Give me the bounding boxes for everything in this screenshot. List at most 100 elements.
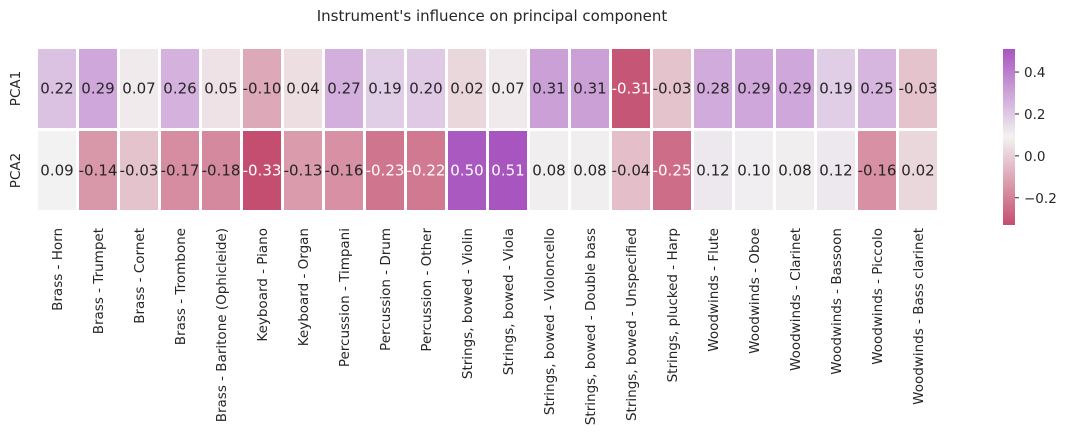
heatmap-cell [448, 131, 486, 210]
column-tick-label: Percussion - Timpani [337, 228, 353, 367]
cell-value-label: 0.09 [40, 162, 73, 180]
cell-value-label: 0.08 [573, 162, 606, 180]
column-tick-label: Brass - Horn [50, 228, 66, 311]
heatmap-cell [243, 49, 281, 128]
heatmap-cell [366, 131, 404, 210]
heatmap-cell [120, 131, 158, 210]
colorbar: −0.2 0.0 0.2 0.4 [1003, 49, 1057, 225]
heatmap-cell [530, 49, 568, 128]
heatmap-cell [653, 49, 691, 128]
heatmap-cell [38, 131, 76, 210]
colorbar-tick-label: 0.0 [1024, 149, 1045, 165]
cell-value-label: 0.08 [532, 162, 565, 180]
cell-value-label: -0.03 [653, 80, 692, 98]
column-tick-label: Percussion - Drum [378, 228, 394, 351]
heatmap-cell [120, 49, 158, 128]
cell-value-label: 0.28 [696, 80, 729, 98]
heatmap-cell [38, 49, 76, 128]
column-tick-label: Brass - Baritone (Ophicleide) [214, 228, 230, 422]
cell-value-label: 0.27 [327, 80, 360, 98]
heatmap-cell [161, 131, 199, 210]
column-tick-label: Strings, bowed - Violoncello [542, 228, 558, 415]
heatmap-cell [284, 49, 322, 128]
cell-value-label: 0.05 [204, 80, 237, 98]
column-tick-label: Percussion - Other [419, 228, 435, 352]
column-tick-label: Strings, plucked - Harp [665, 228, 681, 382]
heatmap-cell [858, 49, 896, 128]
heatmap-cell [284, 131, 322, 210]
cell-value-label: -0.16 [325, 162, 364, 180]
heatmap-cell [489, 131, 527, 210]
row-tick-labels: PCA1 PCA2 [8, 71, 24, 188]
cell-value-label: 0.50 [450, 162, 483, 180]
cell-value-label: 0.07 [491, 80, 524, 98]
cell-value-label: 0.12 [819, 162, 852, 180]
cell-value-label: 0.02 [450, 80, 483, 98]
heatmap-cell [79, 49, 117, 128]
cell-value-label: 0.19 [368, 80, 401, 98]
chart-title: Instrument's influence on principal comp… [317, 7, 668, 25]
heatmap-cell [694, 49, 732, 128]
colorbar-tick-label: 0.4 [1024, 65, 1045, 81]
column-tick-label: Strings, bowed - Violin [460, 228, 476, 379]
cell-value-label: 0.20 [409, 80, 442, 98]
cell-value-label: 0.12 [696, 162, 729, 180]
column-tick-label: Woodwinds - Bass clarinet [911, 228, 927, 405]
column-tick-label: Strings, bowed - Double bass [583, 228, 599, 425]
cell-value-label: 0.29 [737, 80, 770, 98]
cell-value-label: 0.31 [573, 80, 606, 98]
heatmap-cell [899, 131, 937, 210]
cell-value-label: 0.29 [81, 80, 114, 98]
cell-value-label: 0.29 [778, 80, 811, 98]
heatmap-cell [694, 131, 732, 210]
column-tick-label: Woodwinds - Piccolo [870, 228, 886, 365]
column-tick-label: Strings, bowed - Unspecified [624, 228, 640, 421]
column-tick-label: Woodwinds - Oboe [747, 228, 763, 354]
cell-value-label: -0.10 [243, 80, 282, 98]
colorbar-tick-label: 0.2 [1024, 107, 1045, 123]
colorbar-tick-label: −0.2 [1024, 191, 1057, 207]
cell-value-label: -0.31 [612, 80, 651, 98]
cell-value-label: 0.10 [737, 162, 770, 180]
heatmap-cell [407, 49, 445, 128]
column-tick-labels: Brass - Horn Brass - Trumpet Brass - Corne… [50, 228, 927, 426]
heatmap-cell [571, 49, 609, 128]
row-tick-label: PCA1 [8, 71, 24, 106]
heatmap-cell [735, 131, 773, 210]
heatmap-cell [243, 131, 281, 210]
heatmap-cell [366, 49, 404, 128]
column-tick-label: Woodwinds - Clarinet [788, 228, 804, 371]
cell-value-label: -0.22 [407, 162, 446, 180]
heatmap-cell [530, 131, 568, 210]
heatmap-cell [448, 49, 486, 128]
cell-value-label: -0.16 [858, 162, 897, 180]
column-tick-label: Woodwinds - Bassoon [829, 228, 845, 375]
cell-value-label: 0.02 [901, 162, 934, 180]
column-tick-label: Brass - Cornet [132, 228, 148, 324]
cell-value-label: 0.26 [163, 80, 196, 98]
heatmap-cell [612, 131, 650, 210]
column-tick-label: Keyboard - Organ [296, 228, 312, 346]
heatmap-cell [735, 49, 773, 128]
cell-value-label: -0.25 [653, 162, 692, 180]
heatmap-cell [489, 49, 527, 128]
cell-value-label: -0.18 [202, 162, 241, 180]
heatmap-cell [776, 49, 814, 128]
heatmap-cell [161, 49, 199, 128]
heatmap-cell [858, 131, 896, 210]
heatmap-cell [79, 131, 117, 210]
heatmap-cell [612, 49, 650, 128]
heatmap-cell [571, 131, 609, 210]
heatmap-cells: 0.22 0.29 0.07 0.26 0.05 -0.10 0.04 0.27 0.19 0.2… [38, 49, 937, 210]
cell-value-label: -0.17 [161, 162, 200, 180]
cell-value-label: -0.03 [120, 162, 159, 180]
heatmap-cell [325, 131, 363, 210]
cell-value-label: 0.19 [819, 80, 852, 98]
cell-value-label: -0.03 [899, 80, 938, 98]
heatmap-cell [653, 131, 691, 210]
heatmap-cell [407, 131, 445, 210]
colorbar-gradient [1003, 49, 1015, 225]
column-tick-label: Woodwinds - Flute [706, 228, 722, 352]
